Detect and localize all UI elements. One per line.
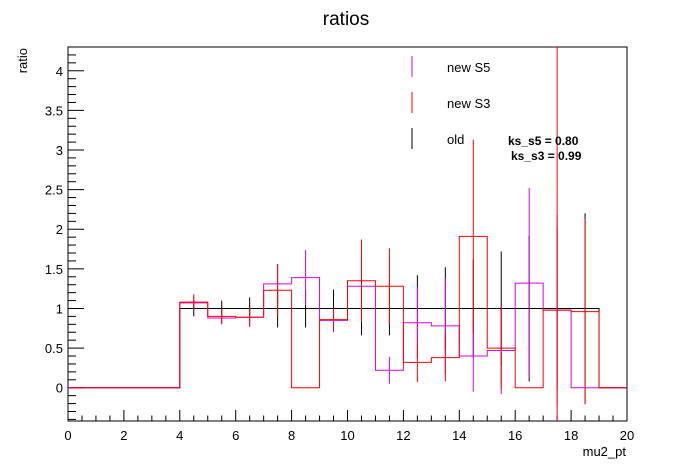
x-tick-label: 2	[120, 428, 127, 443]
y-tick-label: 1	[56, 301, 63, 316]
x-tick-label: 14	[452, 428, 466, 443]
y-tick-label: 4	[56, 64, 63, 79]
y-tick-label: 2	[56, 222, 63, 237]
histogram-step-line	[68, 235, 627, 389]
y-tick-label: 2.5	[45, 183, 63, 198]
legend-label: new S5	[447, 60, 490, 75]
chart-title: ratios	[323, 9, 369, 30]
series-layer	[68, 47, 627, 421]
x-axis-label: mu2_pt	[583, 444, 627, 459]
y-axis-label: ratio	[15, 48, 30, 73]
x-tick-label: 8	[288, 428, 295, 443]
y-tick-label: 3.5	[45, 103, 63, 118]
series-new-s3	[68, 47, 627, 421]
y-tick-label: 0	[56, 381, 63, 396]
x-tick-label: 4	[176, 428, 183, 443]
y-tick-label: 3	[56, 143, 63, 158]
x-axis-ticks: 0 2 4 6 8 10 12 14 16 18 20	[64, 410, 634, 443]
legend-label: old	[447, 132, 464, 147]
x-tick-label: 18	[564, 428, 578, 443]
x-tick-label: 20	[620, 428, 634, 443]
x-tick-label: 0	[64, 428, 71, 443]
legend: new S5 new S3 old	[411, 56, 490, 149]
x-tick-label: 6	[232, 428, 239, 443]
legend-label: new S3	[447, 96, 490, 111]
y-tick-label: 0.5	[45, 341, 63, 356]
y-tick-label: 1.5	[45, 262, 63, 277]
x-tick-label: 16	[508, 428, 522, 443]
ks-s5-annotation: ks_s5 = 0.80	[508, 134, 579, 148]
histogram-step-line	[68, 277, 627, 389]
ks-s3-annotation: ks_s3 = 0.99	[511, 149, 582, 163]
x-tick-label: 10	[340, 428, 354, 443]
x-tick-label: 12	[396, 428, 410, 443]
y-axis-ticks: 0 0.5 1 1.5 2 2.5 3 3.5 4	[45, 46, 84, 420]
